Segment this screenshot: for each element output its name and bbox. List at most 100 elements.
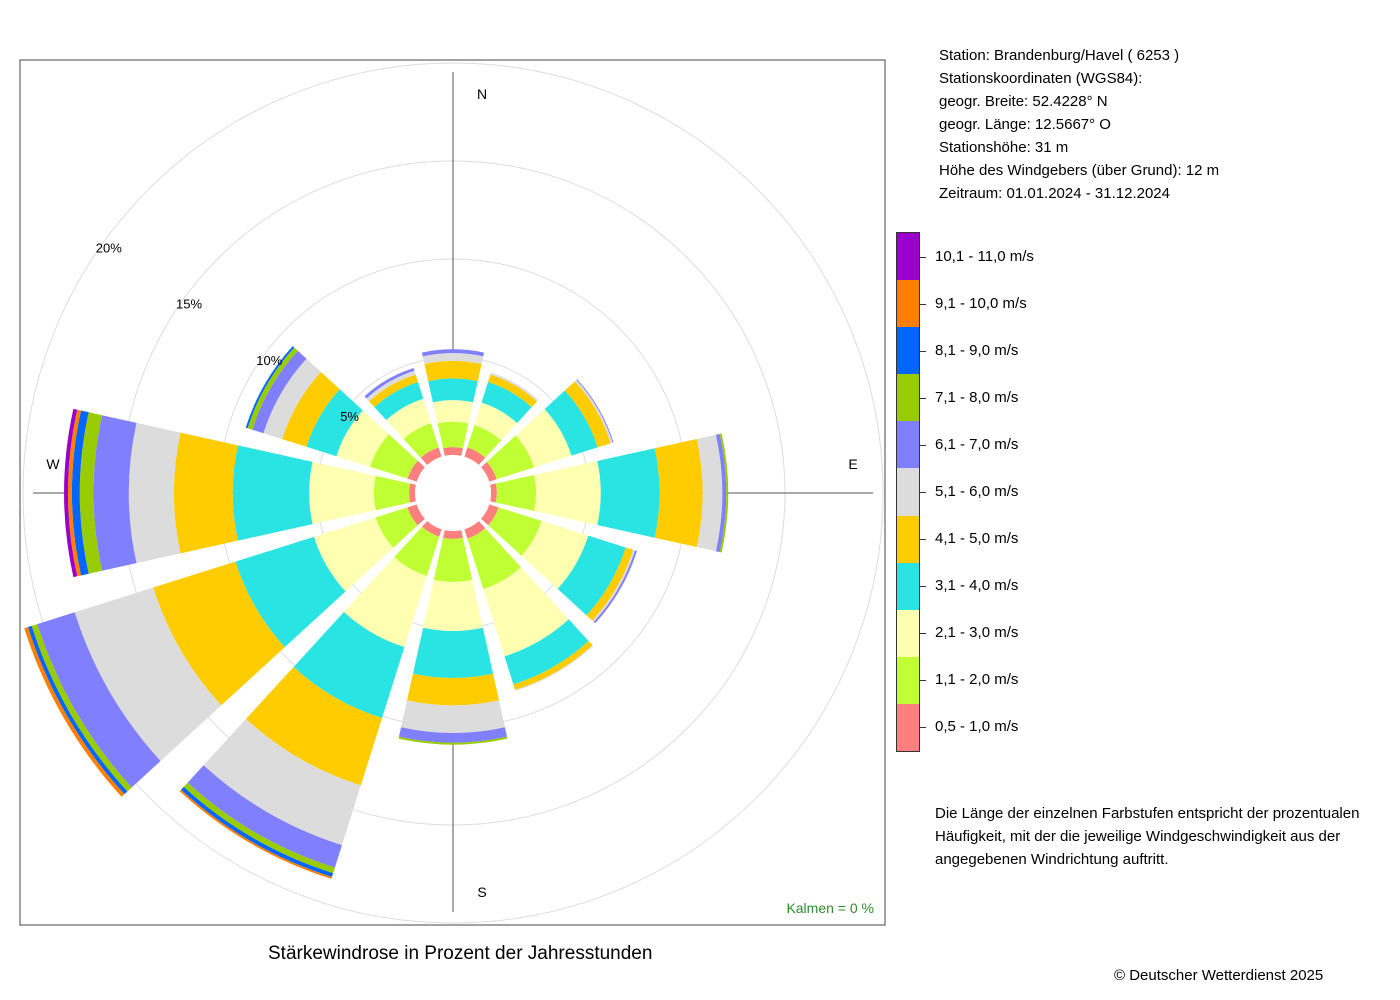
station-latitude: geogr. Breite: 52.4228° N	[939, 93, 1108, 110]
petal-60-speed-1	[481, 462, 497, 482]
compass-label-e: E	[848, 456, 857, 472]
anemometer-height: Höhe des Windgebers (über Grund): 12 m	[939, 162, 1220, 179]
compass-label-w: W	[46, 456, 60, 472]
ring-label-2: 10%	[256, 353, 282, 368]
legend-tick-2	[920, 680, 926, 681]
petal-210-speed-8	[183, 782, 335, 874]
legend-swatch-8	[897, 374, 919, 422]
legend-tick-5	[920, 539, 926, 540]
petal-90-speed-7	[715, 433, 727, 553]
petal-30-speed-5	[488, 374, 537, 408]
petal-120-speed-5	[586, 547, 634, 621]
petal-30-speed-6	[490, 372, 539, 402]
petal-300-speed-7	[252, 350, 307, 434]
petal-270-speed-11	[64, 408, 78, 578]
legend-tick-8	[920, 398, 926, 399]
petal-60-speed-6	[574, 379, 613, 444]
chart-title: Stärkewindrose in Prozent der Jahresstun…	[268, 943, 653, 964]
petal-300-speed-5	[282, 371, 340, 447]
petal-210-speed-4	[293, 612, 405, 719]
ring-label-4: 20%	[96, 240, 122, 255]
petal-0-speed-2	[437, 421, 469, 449]
legend-label-7: 6,1 - 7,0 m/s	[935, 436, 1019, 453]
legend-label-9: 8,1 - 9,0 m/s	[935, 342, 1019, 359]
time-period: Zeitraum: 01.01.2024 - 31.12.2024	[939, 185, 1170, 202]
copyright-notice: © Deutscher Wetterdienst 2025	[1114, 967, 1324, 984]
petal-150-speed-3	[483, 567, 569, 657]
legend-label-3: 2,1 - 3,0 m/s	[935, 624, 1019, 641]
speed-legend	[896, 232, 920, 752]
petal-210-speed-3	[343, 557, 427, 648]
petal-180-speed-2	[433, 537, 473, 582]
legend-tick-7	[920, 445, 926, 446]
legend-label-1: 0,5 - 1,0 m/s	[935, 718, 1019, 735]
legend-label-2: 1,1 - 2,0 m/s	[935, 671, 1019, 688]
petal-240-speed-5	[153, 561, 285, 706]
petal-210-speed-2	[394, 526, 440, 576]
petal-120-speed-7	[593, 550, 637, 624]
legend-swatch-10	[897, 280, 919, 328]
legend-swatch-11	[897, 233, 919, 281]
legend-swatch-6	[897, 468, 919, 517]
petal-30-speed-1	[464, 447, 486, 465]
legend-label-5: 4,1 - 5,0 m/s	[935, 530, 1019, 547]
petal-180-speed-7	[398, 727, 508, 743]
petal-180-speed-1	[443, 530, 463, 539]
legend-tick-11	[920, 257, 926, 258]
petal-0-speed-3	[432, 400, 474, 424]
petal-90-speed-3	[534, 461, 601, 525]
petal-270-speed-6	[128, 422, 181, 564]
ring-labels: 5% 10% 15% 20%	[96, 240, 360, 424]
petal-90-speed-6	[696, 434, 723, 552]
petal-180-speed-6	[401, 700, 505, 733]
petal-210-speed-5	[245, 666, 383, 786]
petal-180-speed-4	[412, 627, 494, 678]
petal-90-speed-4	[597, 448, 660, 538]
petal-330-speed-4	[374, 381, 424, 421]
windrose-chart: 5% 10% 15% 20% N E S W Kalmen = 0 %	[19, 59, 886, 926]
petal-240-speed-4	[235, 536, 346, 648]
petal-30-speed-3	[474, 402, 518, 441]
petal-90-speed-8	[719, 433, 729, 553]
petal-120-speed-3	[521, 520, 589, 589]
legend-swatch-3	[897, 609, 919, 658]
station-coordinates-heading: Stationskoordinaten (WGS84):	[939, 70, 1143, 87]
legend-tick-3	[920, 633, 926, 634]
petal-240-speed-6	[74, 587, 222, 761]
legend-swatch-7	[897, 421, 919, 469]
legend-swatch-5	[897, 515, 919, 564]
station-elevation: Stationshöhe: 31 m	[939, 139, 1069, 156]
legend-label-4: 3,1 - 4,0 m/s	[935, 577, 1019, 594]
petal-330-speed-1	[420, 447, 442, 465]
petal-0-speed-4	[428, 378, 478, 403]
petal-270-speed-10	[68, 409, 82, 577]
petal-60-speed-2	[486, 435, 535, 480]
legend-tick-4	[920, 586, 926, 587]
legend-label-6: 5,1 - 6,0 m/s	[935, 483, 1019, 500]
petal-60-speed-3	[515, 409, 572, 468]
legend-tick-10	[920, 304, 926, 305]
grid-ring-4	[22, 62, 884, 924]
petal-300-speed-8	[247, 347, 298, 430]
petal-30-speed-4	[481, 381, 532, 424]
petal-180-speed-8	[398, 736, 508, 745]
petal-270-speed-9	[72, 410, 89, 576]
calm-label: Kalmen = 0 %	[786, 900, 874, 916]
petal-300-speed-3	[336, 410, 389, 467]
petal-180-speed-5	[407, 673, 499, 706]
legend-swatch-2	[897, 656, 919, 705]
petal-120-speed-4	[557, 535, 626, 616]
legend-tick-9	[920, 351, 926, 352]
legend-swatch-9	[897, 327, 919, 375]
petal-120-speed-1	[481, 504, 499, 526]
petal-300-speed-1	[407, 460, 425, 482]
ring-label-3: 15%	[176, 297, 202, 312]
petal-330-speed-6	[366, 370, 416, 402]
petal-240-speed-1	[407, 504, 425, 526]
petal-0-speed-6	[422, 353, 484, 365]
petal-180-speed-3	[423, 579, 483, 631]
petal-150-speed-2	[467, 528, 522, 590]
petal-240-speed-8	[31, 624, 132, 792]
center-hole	[415, 455, 491, 531]
legend-swatch-4	[897, 562, 919, 611]
